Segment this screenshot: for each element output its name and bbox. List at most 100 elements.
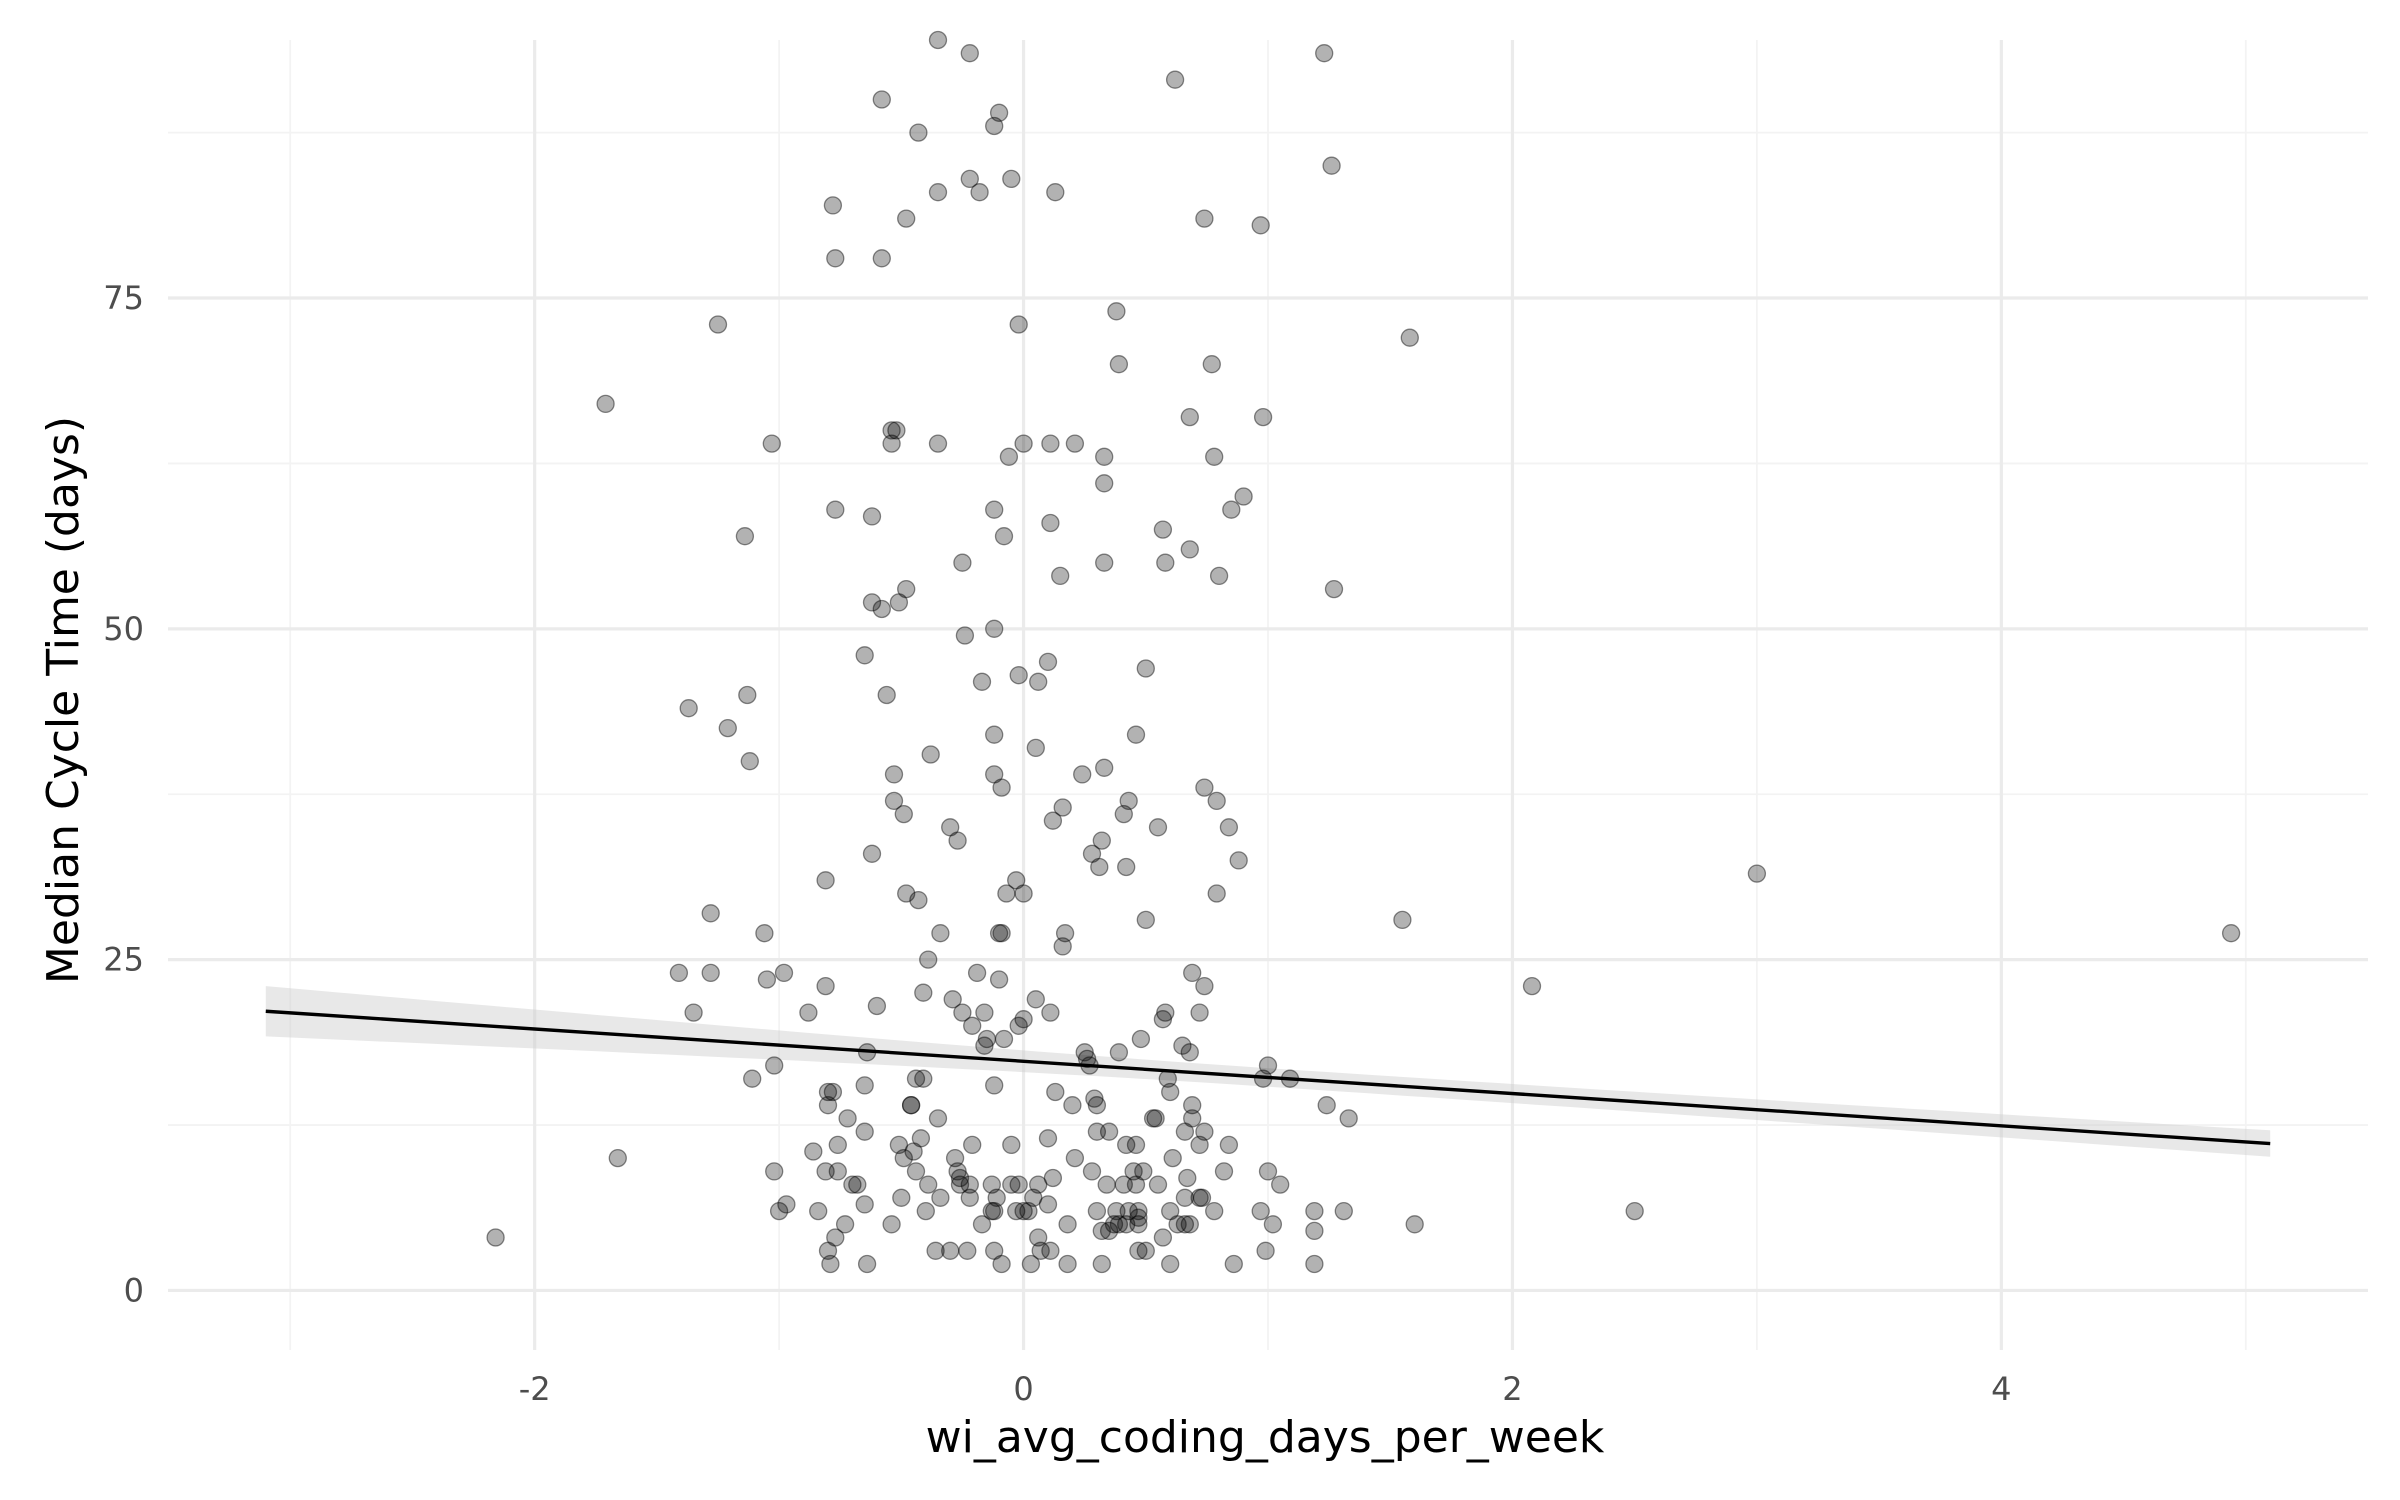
data-point <box>1063 1096 1082 1115</box>
data-point <box>960 1175 979 1194</box>
data-point <box>1256 1241 1275 1260</box>
data-point <box>958 1241 977 1260</box>
data-point <box>867 996 887 1016</box>
data-point <box>985 1076 1004 1095</box>
data-point <box>1026 990 1045 1009</box>
data-point <box>989 970 1009 989</box>
data-point <box>1038 1129 1058 1148</box>
data-point <box>877 685 896 705</box>
data-point <box>989 103 1009 122</box>
data-point <box>1041 1241 1060 1260</box>
data-point <box>931 1188 950 1207</box>
data-point <box>1322 156 1341 175</box>
data-point <box>1014 1201 1033 1221</box>
x-tick-label: 4 <box>1991 1370 2011 1408</box>
data-point <box>943 990 962 1009</box>
data-point <box>1107 302 1126 321</box>
data-point <box>1205 447 1224 466</box>
data-point <box>684 1003 703 1022</box>
data-point <box>948 831 967 850</box>
data-point <box>1161 1254 1180 1274</box>
data-point <box>777 1195 796 1214</box>
data-point <box>989 924 1009 943</box>
data-point <box>1143 1109 1163 1128</box>
data-point <box>1055 924 1075 943</box>
data-point <box>997 884 1016 903</box>
data-point <box>757 970 777 989</box>
data-point <box>816 1162 835 1181</box>
data-point <box>1168 1215 1187 1234</box>
data-point <box>1180 540 1199 559</box>
data-point <box>1109 355 1129 374</box>
data-point <box>1214 1162 1234 1181</box>
data-point <box>743 1069 762 1088</box>
data-point <box>838 1109 857 1128</box>
data-point <box>992 778 1011 797</box>
data-point <box>1165 70 1185 89</box>
data-point <box>1075 1043 1094 1062</box>
data-point <box>914 983 933 1002</box>
data-point <box>1747 864 1767 883</box>
data-point <box>1156 553 1175 572</box>
data-point <box>1038 1195 1058 1214</box>
data-point <box>901 1096 921 1115</box>
data-point <box>1058 1254 1077 1274</box>
data-point <box>816 976 835 996</box>
data-point <box>1129 1208 1148 1227</box>
data-point <box>1085 1089 1104 1108</box>
data-point <box>1126 1135 1146 1155</box>
data-point <box>1234 487 1253 506</box>
data-point <box>826 500 845 519</box>
data-point <box>977 1029 997 1049</box>
data-point <box>1324 579 1344 599</box>
data-point <box>882 1215 901 1234</box>
data-point <box>1148 818 1168 837</box>
data-point <box>1077 1049 1097 1069</box>
data-point <box>1114 1175 1133 1194</box>
data-point <box>1024 1188 1043 1207</box>
data-point <box>1099 1122 1119 1141</box>
data-point <box>1119 1201 1138 1221</box>
data-point <box>1053 798 1072 817</box>
data-point <box>926 1241 945 1260</box>
data-point <box>928 434 948 453</box>
data-point <box>1109 1043 1129 1062</box>
data-point <box>1156 1003 1175 1022</box>
data-point <box>755 924 774 943</box>
data-point <box>975 1003 994 1022</box>
data-point <box>906 1069 926 1088</box>
x-tick-label: -2 <box>519 1370 551 1408</box>
data-point <box>1205 1201 1224 1221</box>
y-tick-label: 0 <box>124 1271 144 1309</box>
data-point <box>1031 1241 1050 1260</box>
data-point <box>1522 976 1542 996</box>
data-point <box>1087 1201 1107 1221</box>
data-point <box>835 1215 855 1234</box>
data-point <box>1082 844 1102 863</box>
data-point <box>948 1162 967 1181</box>
data-point <box>931 924 950 943</box>
data-point <box>818 1082 838 1102</box>
data-point <box>608 1148 627 1168</box>
data-point <box>1126 1175 1146 1194</box>
data-point <box>821 1254 840 1274</box>
x-axis-title: wi_avg_coding_days_per_week <box>926 1412 1605 1463</box>
data-point <box>1180 407 1199 427</box>
data-point <box>994 527 1014 546</box>
data-point <box>1029 1175 1048 1194</box>
data-point <box>809 1201 828 1221</box>
data-point <box>1148 1175 1168 1194</box>
data-point <box>897 579 916 599</box>
data-point <box>765 1056 784 1075</box>
data-point <box>1400 328 1419 347</box>
y-tick-label: 25 <box>103 941 144 979</box>
data-point <box>985 619 1004 638</box>
data-point <box>762 434 781 453</box>
data-point <box>855 1122 874 1141</box>
data-point <box>1109 1215 1129 1234</box>
data-point <box>2221 924 2241 943</box>
data-point <box>1043 811 1063 830</box>
data-point <box>1117 1135 1136 1155</box>
data-point <box>1124 1162 1143 1181</box>
data-point <box>828 1135 847 1155</box>
